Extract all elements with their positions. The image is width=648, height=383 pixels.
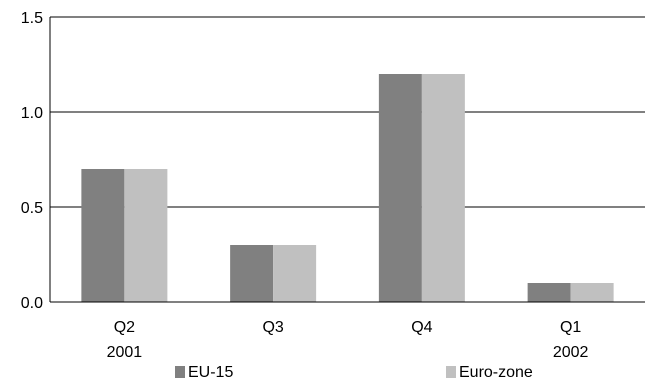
y-tick-label: 1.5 xyxy=(21,10,43,27)
x-category-labels: Q2 2001 Q3 Q4 Q1 2002 xyxy=(107,319,589,361)
legend: EU-15 Euro-zone xyxy=(175,364,533,381)
bar-eu-15-3 xyxy=(527,283,571,302)
x-category-label: Q4 xyxy=(411,319,432,336)
bar-eu-15-2 xyxy=(378,74,422,302)
bar-euro-zone-2 xyxy=(421,74,465,302)
x-category-label: Q3 xyxy=(262,319,283,336)
x-category-label: Q1 xyxy=(560,319,581,336)
bar-euro-zone-3 xyxy=(570,283,614,302)
legend-label: EU-15 xyxy=(188,364,233,381)
bars xyxy=(81,74,614,302)
y-tick-labels: 0.0 0.5 1.0 1.5 xyxy=(21,10,43,312)
bar-euro-zone-0 xyxy=(124,169,168,302)
legend-swatch xyxy=(446,366,456,378)
bar-eu-15-0 xyxy=(81,169,125,302)
bar-euro-zone-1 xyxy=(273,245,317,302)
x-category-year: 2002 xyxy=(553,344,589,361)
axes xyxy=(49,17,645,303)
y-tick-label: 0.0 xyxy=(21,295,43,312)
x-category-label: Q2 xyxy=(114,319,135,336)
bar-eu-15-1 xyxy=(230,245,274,302)
x-category-year: 2001 xyxy=(107,344,143,361)
legend-swatch xyxy=(175,366,185,378)
legend-label: Euro-zone xyxy=(459,364,533,381)
y-tick-label: 1.0 xyxy=(21,105,43,122)
y-tick-label: 0.5 xyxy=(21,200,43,217)
